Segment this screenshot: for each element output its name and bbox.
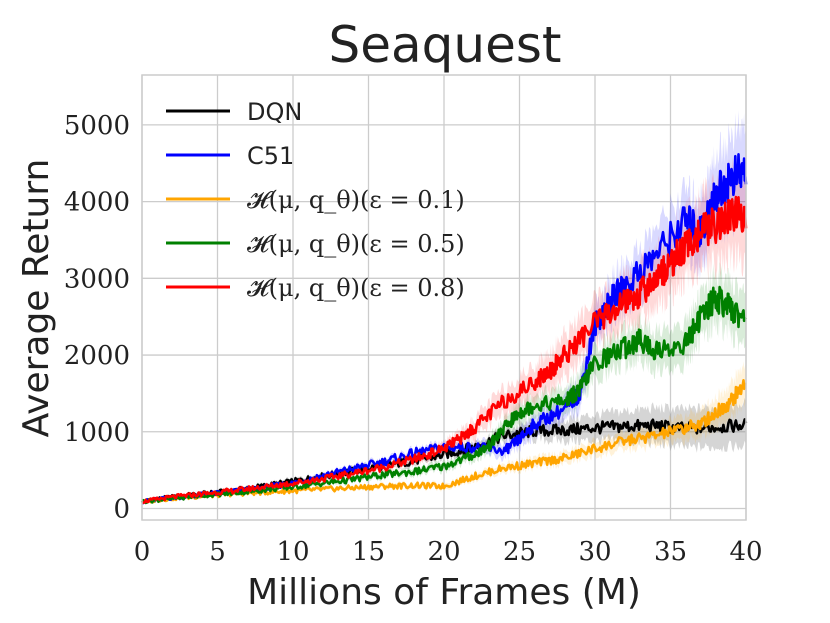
x-tick-label: 20 (427, 537, 460, 567)
plot-frame (141, 74, 747, 521)
y-tick-label: 2000 (64, 341, 130, 371)
x-tick-label: 25 (503, 537, 536, 567)
x-tick-label: 15 (352, 537, 385, 567)
x-tick-labels: 0 5 10 15 20 25 30 35 40 (134, 537, 763, 567)
legend-label: 𝓗(μ, q_θ)(ε = 0.5) (247, 230, 465, 258)
y-tick-labels: 0 1000 2000 3000 4000 5000 (64, 111, 130, 525)
x-tick-label: 30 (578, 537, 611, 567)
y-tick-label: 4000 (64, 188, 130, 218)
x-tick-label: 40 (729, 537, 762, 567)
y-tick-label: 5000 (64, 111, 130, 141)
legend-label: DQN (247, 98, 302, 126)
chart-title: Seaquest (329, 16, 562, 74)
x-axis-label: Millions of Frames (M) (247, 572, 641, 613)
grid (141, 75, 747, 520)
legend-label: 𝓗(μ, q_θ)(ε = 0.1) (247, 186, 465, 214)
y-tick-label: 1000 (64, 418, 130, 448)
y-tick-label: 0 (113, 494, 130, 524)
series-line (141, 379, 747, 504)
series-line (141, 195, 748, 505)
y-axis-label: Average Return (16, 159, 57, 438)
legend-label: C51 (247, 142, 294, 170)
x-tick-label: 0 (134, 537, 151, 567)
x-tick-label: 10 (276, 537, 309, 567)
series-lines (140, 153, 748, 505)
legend: DQN C51 𝓗(μ, q_θ)(ε = 0.1) 𝓗(μ, q_θ)(ε = 0.… (166, 98, 465, 302)
confidence-band (142, 361, 746, 503)
x-tick-label: 35 (654, 537, 687, 567)
x-tick-label: 5 (209, 537, 226, 567)
y-tick-label: 3000 (64, 264, 130, 294)
legend-label: 𝓗(μ, q_θ)(ε = 0.8) (247, 274, 465, 302)
